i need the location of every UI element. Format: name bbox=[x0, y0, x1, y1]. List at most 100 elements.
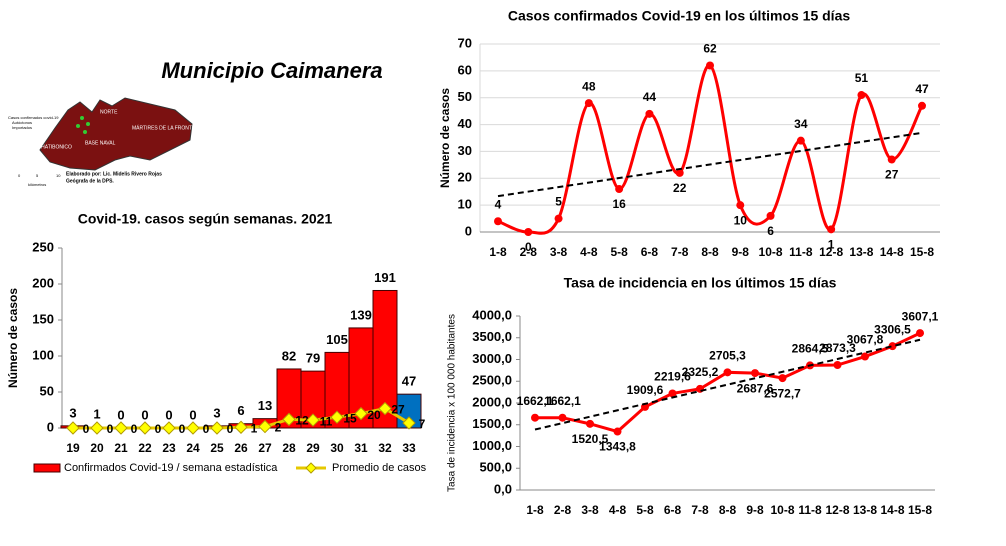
line-value-label: 0 bbox=[203, 422, 210, 436]
point-marker bbox=[584, 99, 593, 108]
x-tick-label: 2-8 bbox=[554, 503, 572, 517]
chart-title: Casos confirmados Covid-19 en los último… bbox=[508, 8, 851, 24]
point-marker bbox=[751, 369, 759, 378]
point-marker bbox=[723, 368, 732, 377]
x-tick-label: 7-8 bbox=[671, 245, 689, 259]
x-tick-label: 9-8 bbox=[732, 245, 750, 259]
point-value-label: 47 bbox=[915, 82, 929, 96]
map-legend: Autóctonos bbox=[12, 120, 32, 125]
y-tick-label: 2000,0 bbox=[472, 394, 512, 409]
x-tick-label: 4-8 bbox=[580, 245, 598, 259]
diamond-marker bbox=[234, 420, 248, 434]
point-value-label: 34 bbox=[794, 117, 808, 131]
point-value-label: 1520,5 bbox=[572, 432, 609, 446]
point-value-label: 3067,8 bbox=[847, 333, 884, 347]
x-tick-label: 6-8 bbox=[664, 503, 682, 517]
point-marker bbox=[645, 109, 654, 118]
point-marker bbox=[558, 413, 567, 422]
diamond-marker bbox=[138, 421, 152, 435]
bar-value-label: 0 bbox=[189, 407, 196, 422]
y-tick-label: 150 bbox=[32, 311, 54, 326]
map-label: NORTE bbox=[100, 109, 118, 115]
point-value-label: 10 bbox=[734, 213, 748, 227]
bar-value-label: 0 bbox=[141, 407, 148, 422]
map-dot bbox=[76, 124, 80, 128]
x-tick-label: 23 bbox=[162, 441, 176, 455]
x-tick-label: 8-8 bbox=[719, 503, 737, 517]
point-value-label: 1 bbox=[828, 237, 835, 251]
bar-value-label: 79 bbox=[306, 351, 320, 366]
x-tick-label: 1-8 bbox=[489, 245, 507, 259]
x-tick-label: 14-8 bbox=[880, 245, 904, 259]
x-tick-label: 3-8 bbox=[550, 245, 568, 259]
legend-swatch bbox=[305, 462, 317, 474]
diamond-marker bbox=[114, 421, 128, 435]
map-legend: Importados bbox=[12, 125, 32, 130]
y-tick-label: 40 bbox=[458, 116, 472, 131]
x-tick-label: 13-8 bbox=[849, 245, 873, 259]
point-marker bbox=[586, 419, 594, 428]
x-tick-label: 10-8 bbox=[759, 245, 783, 259]
y-tick-label: 1000,0 bbox=[472, 438, 512, 453]
chart-title: Covid-19. casos según semanas. 2021 bbox=[78, 211, 333, 227]
x-tick-label: 12-8 bbox=[819, 245, 843, 259]
x-tick-label: 32 bbox=[378, 441, 392, 455]
point-marker bbox=[766, 211, 775, 220]
point-value-label: 2705,3 bbox=[709, 348, 746, 362]
x-tick-label: 5-8 bbox=[610, 245, 628, 259]
point-marker bbox=[494, 217, 502, 226]
y-tick-label: 1500,0 bbox=[472, 416, 512, 431]
x-tick-label: 31 bbox=[354, 441, 368, 455]
y-tick-label: 0 bbox=[47, 419, 54, 434]
x-tick-label: 22 bbox=[138, 441, 152, 455]
x-tick-label: 33 bbox=[402, 441, 416, 455]
point-marker bbox=[524, 228, 533, 236]
point-value-label: 3306,5 bbox=[874, 322, 911, 336]
x-tick-label: 12-8 bbox=[825, 503, 849, 517]
trend-line bbox=[497, 131, 923, 198]
point-value-label: 0 bbox=[525, 240, 532, 254]
bar-value-label: 3 bbox=[69, 405, 76, 420]
y-tick-label: 50 bbox=[40, 383, 54, 398]
map-scale: 10 bbox=[56, 173, 61, 178]
line-value-label: 0 bbox=[107, 422, 114, 436]
y-axis-label: Número de casos bbox=[6, 288, 20, 388]
map-scale: kilómetros bbox=[28, 182, 46, 187]
x-tick-label: 10-8 bbox=[770, 503, 794, 517]
line-value-label: 0 bbox=[179, 422, 186, 436]
line-value-label: 1 bbox=[251, 421, 258, 435]
x-tick-label: 30 bbox=[330, 441, 344, 455]
point-value-label: 44 bbox=[643, 90, 657, 104]
diamond-marker bbox=[162, 421, 176, 435]
point-value-label: 62 bbox=[703, 42, 717, 56]
point-value-label: 1662,1 bbox=[517, 394, 554, 408]
x-tick-label: 8-8 bbox=[701, 245, 719, 259]
point-value-label: 22 bbox=[673, 181, 687, 195]
y-tick-label: 70 bbox=[458, 35, 472, 50]
map: NORTE MÁRTIRES DE LA FRONTERA CIRC. ESP.… bbox=[8, 97, 203, 187]
y-tick-label: 0 bbox=[465, 223, 472, 238]
x-tick-label: 24 bbox=[186, 441, 200, 455]
point-marker bbox=[918, 101, 926, 110]
point-marker bbox=[778, 374, 787, 383]
y-tick-label: 500,0 bbox=[479, 460, 512, 475]
line-value-label: 0 bbox=[83, 422, 90, 436]
point-marker bbox=[796, 136, 805, 145]
y-tick-label: 10 bbox=[458, 197, 472, 212]
x-tick-label: 11-8 bbox=[789, 245, 813, 259]
diamond-marker bbox=[306, 413, 320, 427]
diamond-marker bbox=[66, 421, 80, 435]
point-marker bbox=[833, 361, 842, 370]
legend-label: Promedio de casos bbox=[332, 462, 427, 474]
bar-value-label: 13 bbox=[258, 398, 272, 413]
x-tick-label: 26 bbox=[234, 441, 248, 455]
point-marker bbox=[857, 91, 866, 100]
point-value-label: 51 bbox=[855, 71, 869, 85]
diamond-marker bbox=[258, 419, 272, 434]
chart-title: Tasa de incidencia en los últimos 15 día… bbox=[564, 275, 837, 291]
y-tick-label: 20 bbox=[458, 170, 472, 185]
map-credit: Geógrafa de la DPS. bbox=[66, 178, 114, 184]
x-tick-label: 4-8 bbox=[609, 503, 627, 517]
point-value-label: 2864,5 bbox=[792, 342, 829, 356]
